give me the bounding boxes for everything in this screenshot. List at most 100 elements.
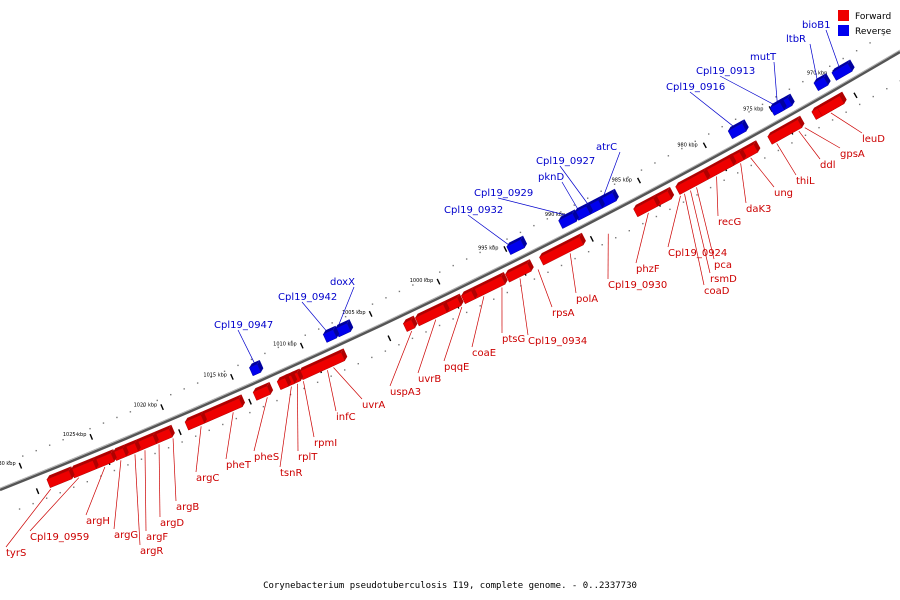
gene-label-tyrs[interactable]: tyrS (6, 548, 26, 559)
forward-gene-block[interactable] (252, 385, 272, 401)
gene-label-argf[interactable]: argF (146, 532, 168, 543)
gene-label-argr[interactable]: argR (140, 546, 163, 557)
gene-label-ltbr[interactable]: ltbR (786, 34, 806, 45)
gene-label-argg[interactable]: argG (114, 530, 138, 541)
gene-label-cpl19_0942[interactable]: Cpl19_0942 (278, 292, 337, 303)
gene-label-atrc[interactable]: atrC (596, 142, 617, 153)
forward-gene-block[interactable] (460, 290, 476, 305)
forward-gene-block[interactable] (633, 197, 659, 218)
forward-gene-block[interactable] (675, 171, 709, 195)
gene-label-pqqe[interactable]: pqqE (444, 362, 469, 373)
gene-label-biob1[interactable]: bioB1 (802, 20, 830, 31)
gene-label-ddl[interactable]: ddl (820, 160, 835, 171)
gene-label-pca[interactable]: pca (714, 260, 732, 271)
gene-label-coae[interactable]: coaE (472, 348, 496, 359)
forward-gene-block[interactable] (402, 319, 416, 332)
gene-label-uvrb[interactable]: uvrB (418, 374, 441, 385)
gene-block-top (813, 73, 827, 83)
gene-label-cpl19_0934[interactable]: Cpl19_0934 (528, 336, 587, 347)
forward-gene-block[interactable] (504, 262, 532, 283)
label-leader-line (635, 212, 649, 264)
label-leader-line (144, 450, 147, 532)
kbp-label: 1030 kbp (0, 461, 16, 467)
gene-label-tsnr[interactable]: tsnR (280, 468, 302, 479)
forward-gene-block[interactable] (276, 377, 290, 391)
gene-label-cpl19_0959[interactable]: Cpl19_0959 (30, 532, 89, 543)
gene-block-top (539, 232, 582, 258)
gene-label-ung[interactable]: ung (774, 188, 793, 199)
reverse-gene-block[interactable] (769, 101, 785, 116)
label-leader-line (338, 286, 355, 326)
label-leader-line (253, 397, 268, 452)
gene-label-leud[interactable]: leuD (862, 134, 885, 145)
gene-label-phzf[interactable]: phzF (636, 264, 660, 275)
gene-label-cpl19_0930[interactable]: Cpl19_0930 (608, 280, 667, 291)
gene-label-infc[interactable]: infC (336, 412, 356, 423)
gene-label-recg[interactable]: recG (718, 217, 741, 228)
gene-label-uvra[interactable]: uvrA (362, 400, 385, 411)
reverse-gene-block[interactable] (831, 63, 853, 81)
kbp-tick (853, 92, 858, 99)
reverse-gene-block[interactable] (813, 76, 829, 92)
gene-label-cpl19_0929[interactable]: Cpl19_0929 (474, 188, 533, 199)
gene-label-cpl19_0947[interactable]: Cpl19_0947 (214, 320, 273, 331)
forward-gene-block[interactable] (414, 304, 448, 327)
kbp-label: 970 kbp (807, 71, 827, 77)
label-leader-line (5, 488, 52, 548)
gene-label-cpl19_0932[interactable]: Cpl19_0932 (444, 205, 503, 216)
reverse-gene-block[interactable] (248, 363, 262, 377)
gene-label-argd[interactable]: argD (160, 518, 184, 529)
forward-gene-block[interactable] (184, 414, 205, 431)
gene-label-gpsa[interactable]: gpsA (840, 149, 865, 160)
gene-block-side (586, 202, 593, 215)
gene-label-cpl19_0913[interactable]: Cpl19_0913 (696, 66, 755, 77)
gene-label-coad[interactable]: coaD (704, 286, 730, 297)
gene-block-top (70, 456, 96, 470)
gene-label-phet[interactable]: pheT (226, 460, 252, 471)
gene-label-cpl19_0916[interactable]: Cpl19_0916 (666, 82, 725, 93)
forward-gene-block[interactable] (46, 470, 73, 489)
kbp-label: 1015 kbp (203, 373, 227, 379)
forward-gene-block[interactable] (817, 95, 845, 117)
kbp-tick (636, 177, 642, 184)
gene-label-pola[interactable]: polA (576, 294, 598, 305)
gene-label-argc[interactable]: argC (196, 473, 219, 484)
gene-block-side (297, 368, 304, 381)
kbp-tick (89, 433, 94, 440)
kbp-tick (230, 373, 234, 380)
gene-block-side (739, 147, 747, 160)
gene-label-thil[interactable]: thiL (796, 176, 815, 187)
gene-label-uspa3[interactable]: uspA3 (390, 387, 421, 398)
gene-label-cpl19_0927[interactable]: Cpl19_0927 (536, 156, 595, 167)
forward-gene-block[interactable] (539, 236, 584, 266)
gene-label-phes[interactable]: pheS (254, 452, 279, 463)
legend-forward-label: Forward (855, 12, 891, 22)
forward-gene-block[interactable] (767, 119, 803, 145)
gene-block-side (471, 286, 478, 299)
reverse-gene-block[interactable] (558, 213, 577, 229)
kbp-label: 1005 kbp (342, 310, 366, 316)
gene-label-rplt[interactable]: rplT (298, 452, 318, 463)
gene-label-mutt[interactable]: mutT (750, 52, 777, 63)
label-leader-line (237, 329, 255, 364)
legend-forward-swatch (838, 10, 849, 21)
gene-label-pknd[interactable]: pknD (538, 172, 564, 183)
gene-label-cpl19_0924[interactable]: Cpl19_0924 (668, 248, 727, 259)
gene-label-argb[interactable]: argB (176, 502, 199, 513)
gene-label-ptsg[interactable]: ptsG (502, 334, 525, 345)
gene-label-rpmi[interactable]: rpmI (314, 438, 337, 449)
reverse-gene-block[interactable] (322, 329, 338, 343)
gene-label-doxx[interactable]: doxX (330, 277, 355, 288)
gene-block-top (443, 293, 460, 305)
gene-block-top (574, 202, 589, 213)
gene-label-argh[interactable]: argH (86, 516, 110, 527)
gene-label-rsmd[interactable]: rsmD (710, 274, 737, 285)
reverse-gene-block[interactable] (506, 239, 525, 256)
gene-block-side (341, 348, 348, 361)
label-leader-line (667, 195, 681, 248)
gene-label-dak3[interactable]: daK3 (746, 204, 771, 215)
gene-label-rpsa[interactable]: rpsA (552, 308, 575, 319)
reverse-gene-block[interactable] (727, 122, 747, 140)
gene-block-top (675, 167, 706, 187)
